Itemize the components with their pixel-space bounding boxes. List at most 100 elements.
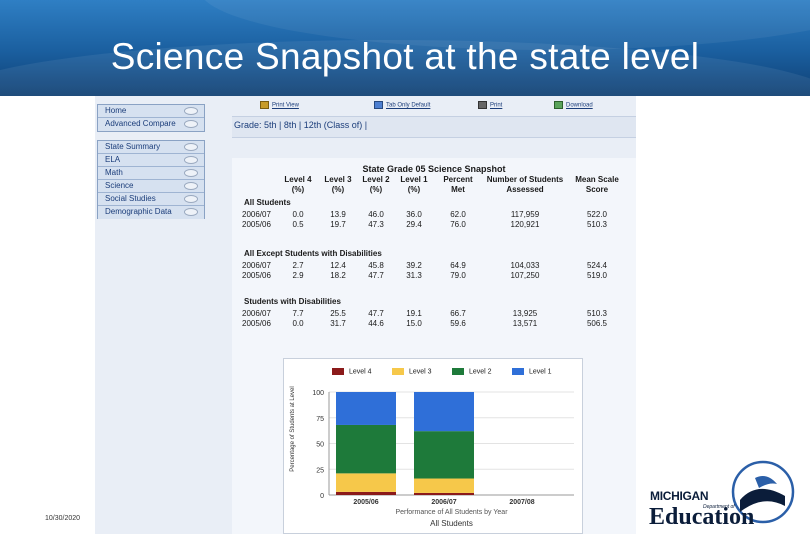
nav-item-home[interactable]: Home [98,105,204,118]
table-cell-l3: 13.9 [330,210,346,219]
logo-department-text: Department of [703,504,735,510]
table-cell-mss: 519.0 [586,271,608,280]
table-cell-l1: 15.0 [406,319,422,328]
table-row: 2006/07 7.7 25.5 47.7 19.1 66.7 13,925 510.3 [232,309,636,319]
report-toolbar: Print View Tab Only Default Print Downlo… [232,99,636,115]
table-cell-mss: 522.0 [586,210,608,219]
legend-swatch [332,368,344,375]
col-header-level4: Level 4 (%) [284,175,312,194]
bar-segment-level-3 [336,473,396,492]
table-cell-year: 2006/07 [242,261,271,270]
col-header-level2: Level 2 (%) [362,175,390,194]
x-axis-title: Performance of All Students by Year [395,509,508,516]
tab-only-link[interactable]: Tab Only Default [374,101,430,109]
nav-item-demographic-data[interactable]: Demographic Data [98,206,204,219]
table-cell-l1: 31.3 [406,271,422,280]
table-cell-l3: 18.2 [330,271,346,280]
section-heading: All Students [244,198,291,207]
title-banner: Science Snapshot at the state level [0,0,810,96]
table-cell-l1: 39.2 [406,261,422,270]
table-cell-mss: 510.3 [586,220,608,229]
table-cell-l1: 19.1 [406,309,422,318]
performance-chart: Level 4 Level 3 Level 2 Level 1 0 25 50 75 1… [283,358,583,534]
logo-education-text: Education [649,504,755,530]
table-cell-year: 2005/06 [242,220,271,229]
nav-item-math[interactable]: Math [98,167,204,180]
table-cell-n: 104,033 [510,261,540,270]
table-cell-l4: 0.0 [292,319,304,328]
y-axis-title: Percentage of Students at Level [290,386,296,471]
legend-level2: Level 2 [452,368,492,375]
table-cell-met: 76.0 [450,220,466,229]
table-cell-year: 2006/07 [242,210,271,219]
nav-item-ela[interactable]: ELA [98,154,204,167]
table-cell-year: 2005/06 [242,319,271,328]
section-heading: Students with Disabilities [244,297,341,306]
table-row: 2005/06 0.5 19.7 47.3 29.4 76.0 120,921 510.3 [232,220,636,230]
y-tick-label: 100 [312,390,324,397]
chart-caption: All Students [430,519,473,528]
legend-level3: Level 3 [392,368,432,375]
table-cell-n: 120,921 [510,220,540,229]
nav-item-advanced-compare[interactable]: Advanced Compare [98,118,204,131]
nav-group-main: Home Advanced Compare [97,104,205,132]
table-row: 2005/06 0.0 31.7 44.6 15.0 59.6 13,571 506.5 [232,319,636,329]
nav-item-state-summary[interactable]: State Summary [98,141,204,154]
download-icon [554,101,563,109]
legend-swatch [512,368,524,375]
bar-segment-level-4 [336,491,396,495]
print-view-link[interactable]: Print View [260,101,299,109]
x-tick-label: 2007/08 [509,499,534,506]
x-tick-label: 2006/07 [431,499,456,506]
table-cell-l3: 12.4 [330,261,346,270]
col-header-level3: Level 3 (%) [324,175,352,194]
nav-item-science[interactable]: Science [98,180,204,193]
table-cell-l2: 44.6 [368,319,384,328]
arrow-icon [184,208,198,216]
legend-level1: Level 1 [512,368,552,375]
table-cell-met: 66.7 [450,309,466,318]
table-icon [374,101,383,109]
table-cell-l1: 36.0 [406,210,422,219]
y-tick-label: 0 [320,493,324,500]
table-row: 2005/06 2.9 18.2 47.7 31.3 79.0 107,250 519.0 [232,271,636,281]
table-cell-l2: 47.7 [368,271,384,280]
table-cell-l2: 45.8 [368,261,384,270]
bar-segment-level-4 [414,492,474,495]
grade-selector[interactable]: Grade: 5th | 8th | 12th (Class of) | [232,116,636,138]
chart-plot: 0 25 50 75 100 2005/06 2006/07 2007/08 Percentag… [290,386,574,528]
section-heading: All Except Students with Disabilities [244,249,382,258]
col-header-percent-met: Percent Met [443,175,473,194]
table-cell-l4: 2.7 [292,261,304,270]
arrow-icon [184,143,198,151]
slide-date: 10/30/2020 [45,515,81,522]
y-tick-label: 50 [316,442,324,449]
legend-level4: Level 4 [332,368,372,375]
table-cell-year: 2005/06 [242,271,271,280]
table-cell-l4: 2.9 [292,271,304,280]
nav-item-social-studies[interactable]: Social Studies [98,193,204,206]
arrow-icon [184,182,198,190]
table-cell-met: 79.0 [450,271,466,280]
bar-segment-level-3 [414,478,474,493]
table-cell-l4: 0.5 [292,220,304,229]
pdf-icon [260,101,269,109]
table-cell-mss: 510.3 [586,309,608,318]
bar-segment-level-1 [414,392,474,432]
table-cell-l2: 47.3 [368,220,384,229]
arrow-icon [184,156,198,164]
table-cell-year: 2006/07 [242,309,271,318]
slide-title: Science Snapshot at the state level [110,36,700,77]
table-cell-l3: 19.7 [330,220,346,229]
table-cell-met: 64.9 [450,261,466,270]
table-cell-n: 13,571 [512,319,538,328]
print-link[interactable]: Print [478,101,502,109]
table-row: 2006/07 2.7 12.4 45.8 39.2 64.9 104,033 524.4 [232,261,636,271]
table-cell-l4: 0.0 [292,210,304,219]
table-cell-l3: 31.7 [330,319,346,328]
legend-swatch [452,368,464,375]
table-cell-n: 117,959 [510,210,540,219]
download-link[interactable]: Download [554,101,593,109]
table-cell-n: 13,925 [512,309,538,318]
col-header-students-assessed: Number of Students Assessed [486,175,564,194]
